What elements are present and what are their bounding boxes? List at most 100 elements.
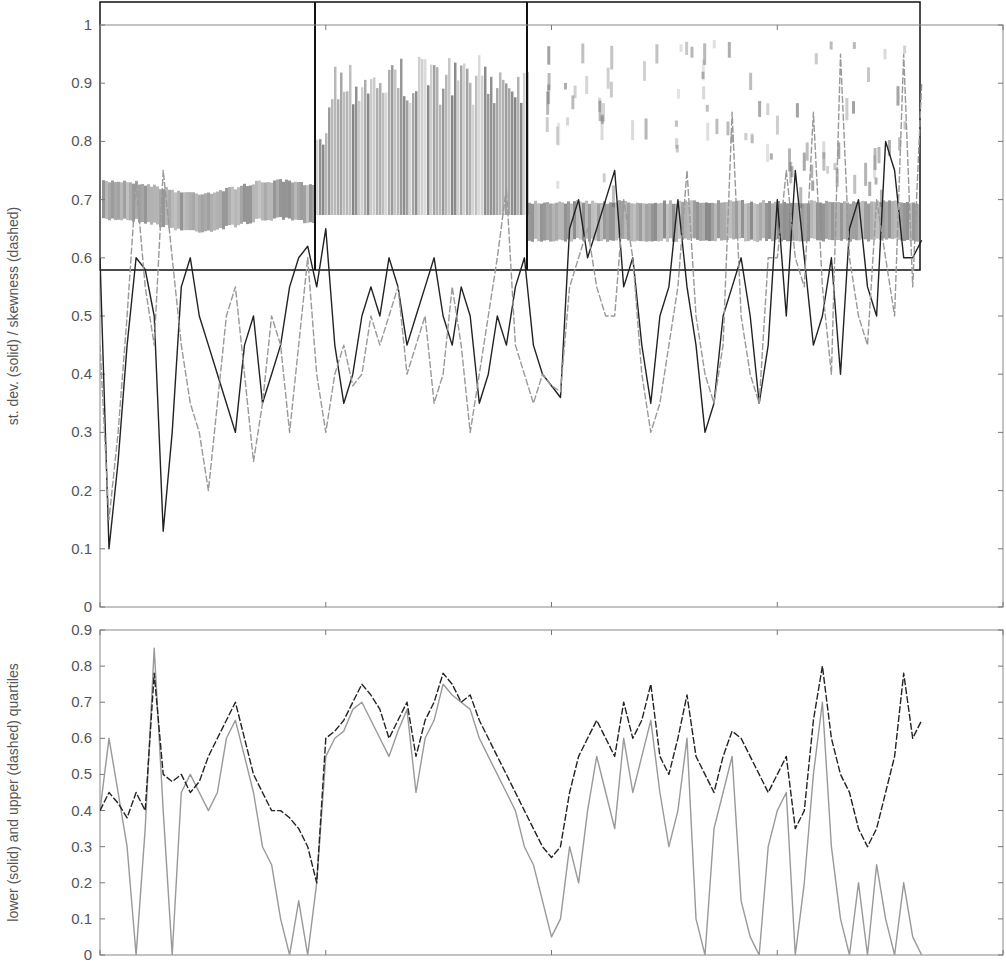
spectrogram-spot xyxy=(776,116,779,135)
spectrogram-band xyxy=(240,186,243,224)
spectrogram-band xyxy=(466,69,469,215)
spectrogram-band xyxy=(475,76,478,215)
y-axis-title: lower (solid) and upper (dashed) quartil… xyxy=(5,663,21,921)
y-tick-label: 0.5 xyxy=(71,765,92,782)
spectrogram-spot xyxy=(546,92,549,115)
spectrogram-spot xyxy=(585,76,588,94)
spectrogram-band xyxy=(517,77,520,215)
spectrogram-band xyxy=(445,75,448,215)
spectrogram-band xyxy=(376,88,379,215)
spectrogram-band xyxy=(288,181,291,219)
series-group xyxy=(100,648,922,955)
series-line xyxy=(100,648,922,955)
spectrogram-band xyxy=(906,202,909,240)
spectrogram-band xyxy=(558,202,561,240)
y-tick xyxy=(100,548,105,549)
spectrogram-band xyxy=(258,181,261,219)
spectrogram-band xyxy=(225,188,228,226)
spectrogram-band xyxy=(711,203,714,241)
spectrogram-band xyxy=(870,202,873,240)
spectrogram-band xyxy=(349,65,352,215)
spectrogram-band xyxy=(306,185,309,223)
spectrogram-spot xyxy=(830,41,833,49)
y-tick xyxy=(100,141,105,142)
spectrogram-band xyxy=(511,91,514,215)
spectrogram-band xyxy=(273,181,276,219)
spectrogram-spot xyxy=(556,181,559,189)
spectrogram-spot xyxy=(655,44,658,63)
spectrogram-band xyxy=(255,181,258,219)
spectrogram-spot xyxy=(566,117,569,125)
spectrogram-band xyxy=(564,204,567,242)
spectrogram-spot xyxy=(677,89,680,99)
y-tick-label: 0.8 xyxy=(71,657,92,674)
spectrogram-band xyxy=(813,201,816,239)
spectrogram-band xyxy=(210,194,213,232)
spectrogram-band xyxy=(696,202,699,240)
spectrogram-band xyxy=(180,192,183,230)
spectrogram-band xyxy=(484,67,487,215)
spectrogram-band xyxy=(514,97,517,215)
series-group xyxy=(100,54,922,549)
series-line xyxy=(100,666,922,883)
spectrogram-band xyxy=(508,88,511,215)
spectrogram-spot xyxy=(874,148,877,170)
spectrogram-spot xyxy=(603,173,606,182)
spectrogram-band xyxy=(340,73,343,215)
spectrogram-band xyxy=(228,187,231,225)
spectrogram-band xyxy=(714,203,717,241)
spectrogram-band xyxy=(219,190,222,228)
spectrogram-band xyxy=(888,200,891,238)
spectrogram-band xyxy=(744,203,747,241)
spectrogram-band xyxy=(753,203,756,241)
spectrogram-band xyxy=(633,204,636,242)
spectrogram-spot xyxy=(758,101,761,117)
y-tick xyxy=(100,630,105,631)
spectrogram-band xyxy=(478,55,481,215)
spectrogram-spot xyxy=(826,166,829,174)
spectrogram-band xyxy=(346,91,349,215)
spectrogram-band xyxy=(561,202,564,240)
spectrogram-band xyxy=(328,107,331,215)
spectrogram-spot xyxy=(702,86,705,99)
x-tick xyxy=(100,25,101,30)
spectrogram-band xyxy=(331,99,334,215)
spectrogram-band xyxy=(243,184,246,222)
y-tick xyxy=(998,432,1003,433)
y-tick xyxy=(100,918,105,919)
spectrogram-spot xyxy=(690,47,693,58)
spectrogram-spot xyxy=(875,178,878,185)
spectrogram-band xyxy=(309,184,312,222)
x-tick xyxy=(325,25,326,30)
spectrogram-band xyxy=(270,183,273,221)
plot-frame xyxy=(100,25,1003,607)
spectrogram-band xyxy=(903,203,906,241)
spectrogram-spot xyxy=(556,127,559,145)
spectrogram-band xyxy=(795,203,798,241)
spectrogram-band xyxy=(186,192,189,230)
spectrogram-band xyxy=(144,186,147,224)
spectrogram-band xyxy=(325,133,328,215)
spectrogram-band xyxy=(358,101,361,215)
y-tick xyxy=(998,83,1003,84)
spectrogram-band xyxy=(831,202,834,240)
spectrogram-band xyxy=(276,179,279,217)
spectrogram-band xyxy=(609,202,612,240)
spectrogram-spot xyxy=(853,175,856,194)
spectrogram-band xyxy=(201,194,204,232)
spectrogram-band xyxy=(412,93,415,215)
x-tick xyxy=(1003,25,1004,30)
spectrogram-band xyxy=(150,187,153,225)
spectrogram-band xyxy=(246,186,249,224)
spectrogram-band xyxy=(612,203,615,241)
spectrogram-band xyxy=(738,201,741,239)
y-tick-label: 0.2 xyxy=(71,482,92,499)
spectrogram-band xyxy=(156,186,159,224)
spectrogram-spot xyxy=(706,105,709,112)
spectrogram-spot xyxy=(877,147,880,163)
spectrogram-spot xyxy=(546,117,549,132)
y-tick xyxy=(998,257,1003,258)
spectrogram-spot xyxy=(796,103,799,117)
spectrogram-band xyxy=(400,59,403,215)
spectrogram-spot xyxy=(645,119,648,140)
